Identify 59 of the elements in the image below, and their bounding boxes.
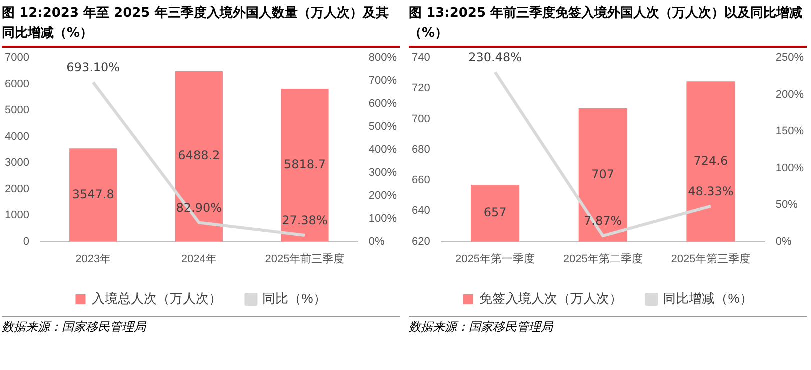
y2-tick-label: 600%: [368, 98, 398, 110]
data-label: 707: [592, 167, 615, 182]
data-label: 6488.2: [178, 148, 220, 163]
y2-tick-label: 0%: [368, 236, 385, 248]
y2-tick-label: 200%: [776, 88, 804, 101]
y-tick-label: 6000: [4, 78, 30, 90]
data-label: 230.48%: [468, 50, 522, 64]
y2-tick-label: 50%: [776, 199, 798, 212]
legend-label: 免签入境人次（万人次）: [480, 291, 623, 306]
y-tick-label: 5000: [4, 104, 30, 117]
y2-tick-label: 500%: [368, 120, 398, 133]
data-label: 5818.7: [284, 158, 326, 172]
y2-tick-label: 300%: [368, 166, 398, 179]
y-tick-label: 620: [412, 236, 430, 248]
y-tick-label: 0: [23, 236, 30, 248]
bar: [281, 89, 329, 242]
source-note: 数据来源：国家移民管理局: [409, 316, 807, 336]
data-label: 657: [484, 206, 507, 220]
y2-tick-label: 200%: [368, 190, 398, 202]
data-label: 82.90%: [176, 200, 222, 215]
legend-label: 入境总人次（万人次）: [92, 291, 222, 306]
y2-tick-label: 150%: [776, 126, 804, 138]
y-tick-label: 640: [412, 205, 430, 218]
data-label: 724.6: [694, 154, 728, 168]
y-tick-label: 2000: [4, 183, 30, 196]
data-label: 7.87%: [584, 214, 622, 228]
data-label: 27.38%: [282, 214, 328, 228]
y2-tick-label: 100%: [776, 162, 804, 174]
y2-tick-label: 250%: [776, 52, 804, 64]
bar: [70, 148, 118, 242]
x-tick-label: 2025年第一季度: [456, 252, 536, 266]
x-tick-label: 2025年第三季度: [671, 252, 751, 266]
y2-tick-label: 700%: [368, 75, 398, 88]
y-tick-label: 3000: [4, 157, 30, 170]
x-tick-label: 2025年第二季度: [563, 252, 643, 266]
y2-tick-label: 0%: [776, 236, 792, 248]
data-label: 693.10%: [66, 60, 120, 75]
y-tick-label: 660: [412, 174, 430, 187]
legend-label: 同比（%）: [262, 291, 326, 306]
x-tick-label: 2023年: [76, 253, 112, 266]
y-tick-label: 7000: [4, 52, 30, 64]
y-tick-label: 740: [412, 52, 430, 64]
y-tick-label: 1000: [4, 210, 30, 222]
data-label: 48.33%: [688, 184, 734, 198]
y-tick-label: 700: [412, 113, 430, 126]
y-tick-label: 4000: [4, 130, 30, 143]
x-tick-label: 2025年前三季度: [265, 252, 345, 266]
y2-tick-label: 400%: [368, 144, 398, 156]
data-label: 3547.8: [72, 187, 114, 202]
y-tick-label: 720: [412, 82, 430, 95]
chart-title: 图 13:2025 年前三季度免签入境外国人次（万人次）以及同比增减（%）: [409, 4, 807, 48]
x-tick-label: 2024年: [181, 253, 217, 266]
chart-title: 图 12:2023 年至 2025 年三季度入境外国人数量（万人次）及其同比增减（%）: [2, 4, 400, 48]
y2-tick-label: 100%: [368, 212, 398, 225]
source-note: 数据来源：国家移民管理局: [2, 316, 400, 336]
y-tick-label: 680: [412, 144, 430, 156]
bar: [175, 71, 223, 242]
y2-tick-label: 800%: [368, 52, 398, 64]
legend-label: 同比增减（%）: [663, 291, 753, 306]
